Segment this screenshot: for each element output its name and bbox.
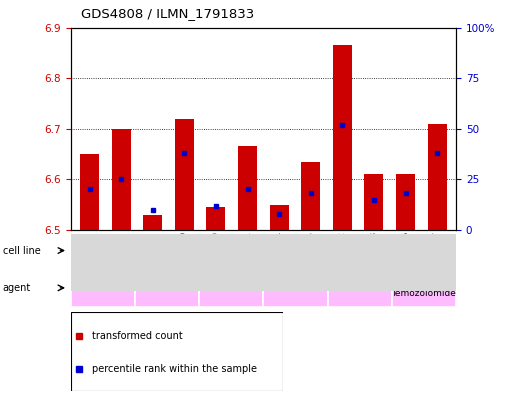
- Bar: [80, 154, 99, 230]
- Bar: [143, 215, 162, 230]
- Bar: [199, 234, 456, 267]
- Bar: [333, 45, 352, 230]
- Bar: [365, 174, 383, 230]
- Bar: [112, 129, 131, 230]
- Text: transformed count: transformed count: [92, 331, 183, 341]
- Bar: [135, 269, 199, 307]
- Bar: [238, 147, 257, 230]
- Text: U87: U87: [316, 246, 339, 255]
- Text: Y15: Y15: [287, 283, 304, 292]
- Text: none: none: [220, 283, 243, 292]
- Text: DBTRG: DBTRG: [115, 246, 154, 255]
- Bar: [263, 269, 327, 307]
- Bar: [301, 162, 320, 230]
- Bar: [71, 269, 135, 307]
- Bar: [270, 205, 289, 230]
- Text: cell line: cell line: [3, 246, 40, 255]
- Bar: [392, 269, 456, 307]
- Bar: [71, 234, 199, 267]
- Text: agent: agent: [3, 283, 31, 293]
- Bar: [207, 207, 225, 230]
- Text: Y15 and
Temozolomide: Y15 and Temozolomide: [392, 278, 457, 298]
- Text: GDS4808 / ILMN_1791833: GDS4808 / ILMN_1791833: [81, 7, 254, 20]
- Bar: [175, 119, 194, 230]
- Bar: [396, 174, 415, 230]
- Text: Temozolomide: Temozolomide: [327, 283, 392, 292]
- Bar: [428, 124, 447, 230]
- Text: none: none: [92, 283, 114, 292]
- Bar: [199, 269, 263, 307]
- Bar: [327, 269, 392, 307]
- Text: percentile rank within the sample: percentile rank within the sample: [92, 364, 257, 374]
- Text: Y15: Y15: [158, 283, 175, 292]
